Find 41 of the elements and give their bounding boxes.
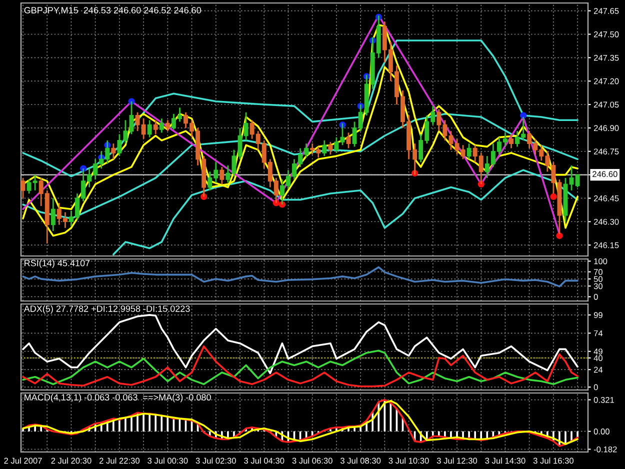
y-tick-label: 246.75 bbox=[594, 148, 619, 154]
y-tick-label: 247.35 bbox=[594, 54, 619, 61]
y-tick-label: 246.15 bbox=[594, 242, 619, 248]
y-tick-label: 247.50 bbox=[594, 31, 619, 38]
x-tick-label: 3 Jul 02:30 bbox=[196, 458, 236, 464]
y-tick-label: 247.05 bbox=[594, 102, 619, 108]
x-tick-label: 3 Jul 04:30 bbox=[244, 458, 284, 464]
y-tick-label: 70 bbox=[594, 269, 602, 275]
x-tick-label: 3 Jul 16:30 bbox=[533, 458, 574, 464]
y-tick-label: 246.90 bbox=[594, 125, 619, 132]
y-tick-label: 30 bbox=[594, 283, 602, 290]
y-tick-label: 246.30 bbox=[594, 218, 619, 225]
y-tick-label: 0 bbox=[594, 384, 598, 390]
y-tick-label: 50 bbox=[594, 276, 602, 282]
y-tick-label: 74 bbox=[594, 330, 603, 336]
x-tick-label: 3 Jul 12:30 bbox=[436, 458, 478, 464]
y-tick-label: 99 bbox=[594, 312, 602, 318]
y-tick-label: 49 bbox=[594, 348, 602, 354]
y-tick-label: 0.321 bbox=[594, 396, 614, 403]
ref-line-label: 246.60 bbox=[592, 171, 618, 178]
y-tick-label: 100 bbox=[594, 258, 608, 264]
y-tick-label: 0 bbox=[594, 294, 598, 300]
y-tick-label: 247.20 bbox=[594, 78, 619, 84]
y-tick-label: 247.65 bbox=[594, 8, 619, 14]
chart-title: ADX(5) 27.7782 +DI:12.9958 -DI:15.0223 bbox=[24, 305, 190, 314]
y-tick-label: 246.45 bbox=[594, 195, 619, 202]
chart-title: RSI(14) 45.4107 bbox=[24, 260, 90, 268]
y-tick-label: 0.00 bbox=[594, 428, 610, 434]
x-tick-label: 3 Jul 14:30 bbox=[485, 458, 526, 464]
x-tick-label: 3 Jul 10:30 bbox=[388, 458, 429, 464]
chart-title: MACD(4,13,1) -0.063 -0.063 ==>MA(3) -0.080 bbox=[24, 394, 211, 402]
y-tick-label: 40 bbox=[594, 355, 602, 362]
x-tick-label: 3 Jul 06:30 bbox=[292, 458, 332, 464]
y-tick-label: 24 bbox=[594, 366, 603, 373]
x-tick-label: 2 Jul 2007 bbox=[4, 458, 42, 464]
x-tick-label: 2 Jul 22:30 bbox=[99, 458, 140, 464]
x-tick-label: 3 Jul 00:30 bbox=[148, 458, 188, 464]
y-tick-label: -0.182 bbox=[594, 446, 617, 452]
x-tick-label: 2 Jul 20:30 bbox=[51, 458, 92, 464]
x-tick-label: 3 Jul 08:30 bbox=[340, 458, 381, 464]
chart-title: GBPJPY,M15 246.53 246.60 246.52 246.60 bbox=[24, 7, 201, 14]
